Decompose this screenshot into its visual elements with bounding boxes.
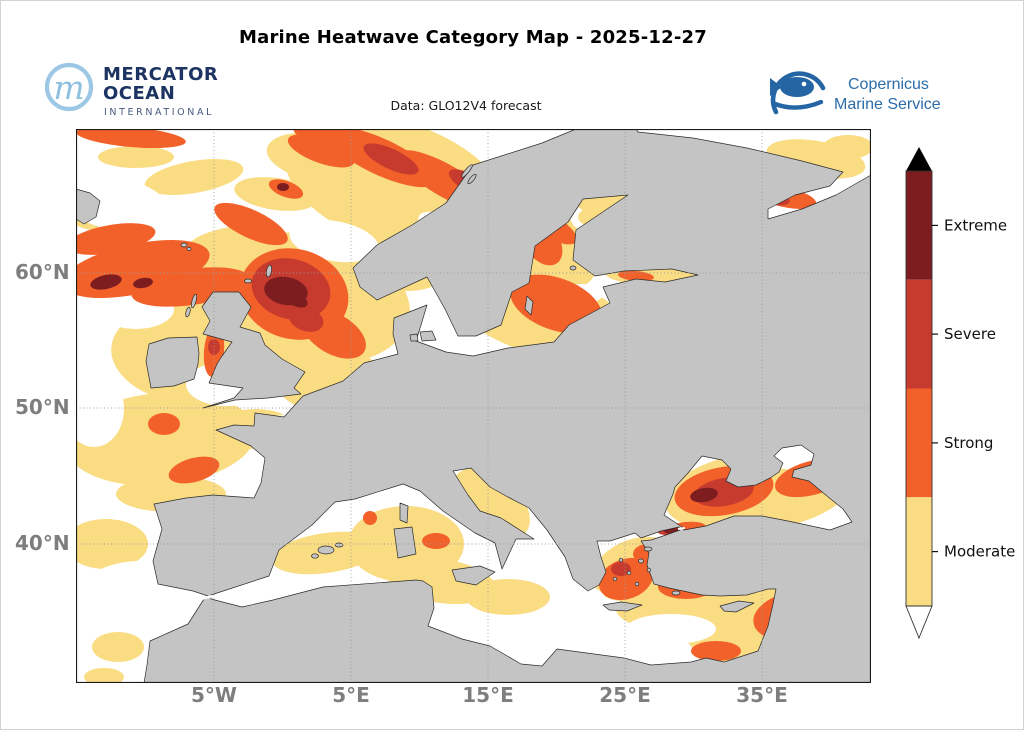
menorca-island — [334, 542, 344, 548]
map-canvas — [61, 115, 873, 686]
straits-layer — [200, 527, 686, 601]
lon-tick-25e: 25°E — [599, 683, 651, 707]
ireland-island — [145, 336, 200, 389]
colorbar-segment-severe — [906, 279, 932, 389]
sardinia-island — [393, 526, 417, 559]
legend-label-moderate: Moderate — [944, 543, 1015, 561]
mercator-ocean-logo: m MERCATOR OCEAN INTERNATIONAL — [43, 53, 273, 127]
graticule-gridlines — [76, 129, 871, 683]
funen-island — [409, 333, 419, 342]
colorbar-arrow-down-icon — [905, 605, 933, 640]
legend-label-extreme: Extreme — [944, 216, 1007, 234]
colorbar-segment-strong — [906, 388, 932, 498]
faroe-islands-2 — [186, 247, 192, 251]
colorbar-segment-moderate — [906, 497, 932, 606]
mercator-wordmark-line1: MERCATOR — [103, 64, 218, 85]
category-colorbar: Extreme Severe Strong Moderate — [896, 141, 1024, 705]
gotland-island — [524, 295, 534, 316]
page-title: Marine Heatwave Category Map - 2025-12-2… — [239, 27, 707, 48]
aland-islands — [569, 265, 577, 271]
lon-tick-5e: 5°E — [332, 683, 370, 707]
dodecanese-islet — [646, 567, 652, 573]
cyclades-islet — [618, 557, 624, 563]
cyclades-islet-2 — [626, 570, 632, 576]
lon-tick-15e: 15°E — [462, 683, 514, 707]
cyclades-islet-4 — [612, 576, 618, 582]
lat-tick-50n: 50°N — [15, 395, 70, 419]
hebrides-islands-2 — [185, 306, 191, 318]
faroe-islands — [180, 242, 188, 248]
sicily-island — [451, 565, 496, 586]
colorbar-arrow-up-icon — [906, 147, 932, 171]
lesbos-island — [643, 546, 653, 552]
hebrides-islands — [191, 293, 197, 309]
great-britain-island — [201, 291, 306, 409]
europe-heatwave-map — [61, 115, 873, 686]
lon-tick-35e: 35°E — [736, 683, 788, 707]
mercator-monogram: m — [53, 68, 84, 107]
legend-label-strong: Strong — [944, 434, 993, 452]
orkney-islands — [244, 278, 252, 284]
corsica-island — [399, 502, 409, 524]
lofoten-islands-2 — [467, 173, 477, 185]
lat-tick-60n: 60°N — [15, 260, 70, 284]
cyclades-islet-3 — [634, 581, 640, 587]
lofoten-islands — [461, 164, 473, 178]
fish-icon — [770, 71, 826, 115]
data-source-caption: Data: GLO12V4 forecast — [390, 98, 542, 113]
cyprus-island — [719, 600, 755, 613]
legend-label-severe: Severe — [944, 325, 996, 343]
colorbar-graphic: Extreme Severe Strong Moderate — [905, 147, 1015, 640]
continent-landmass — [143, 128, 872, 684]
zealand-island — [419, 330, 437, 342]
copernicus-logo-graphic: Copernicus Marine Service — [770, 71, 941, 115]
mercator-ocean-logo-graphic: m MERCATOR OCEAN INTERNATIONAL — [44, 62, 218, 118]
map-frame — [75, 128, 872, 684]
crete-island — [602, 601, 643, 612]
chios-island — [638, 558, 644, 564]
colorbar-segment-extreme — [906, 171, 932, 280]
mercator-circle-icon — [44, 62, 94, 112]
islands-layer — [75, 164, 755, 613]
colorbar-labels: Extreme Severe Strong Moderate — [944, 216, 1015, 560]
copernicus-text-line2: Marine Service — [834, 96, 941, 113]
rhodes-island — [671, 590, 681, 596]
lat-tick-40n: 40°N — [15, 531, 70, 555]
lon-tick-5w: 5°W — [191, 683, 237, 707]
mercator-wordmark-line3: INTERNATIONAL — [104, 107, 214, 118]
mallorca-island — [317, 545, 335, 555]
shetland-islands — [265, 264, 273, 278]
copernicus-marine-logo: Copernicus Marine Service — [756, 51, 986, 125]
ibiza-island — [311, 553, 319, 559]
mercator-wordmark-line2: OCEAN — [103, 83, 175, 104]
colorbar-ticks — [932, 224, 938, 553]
copernicus-text-line1: Copernicus — [848, 76, 929, 93]
